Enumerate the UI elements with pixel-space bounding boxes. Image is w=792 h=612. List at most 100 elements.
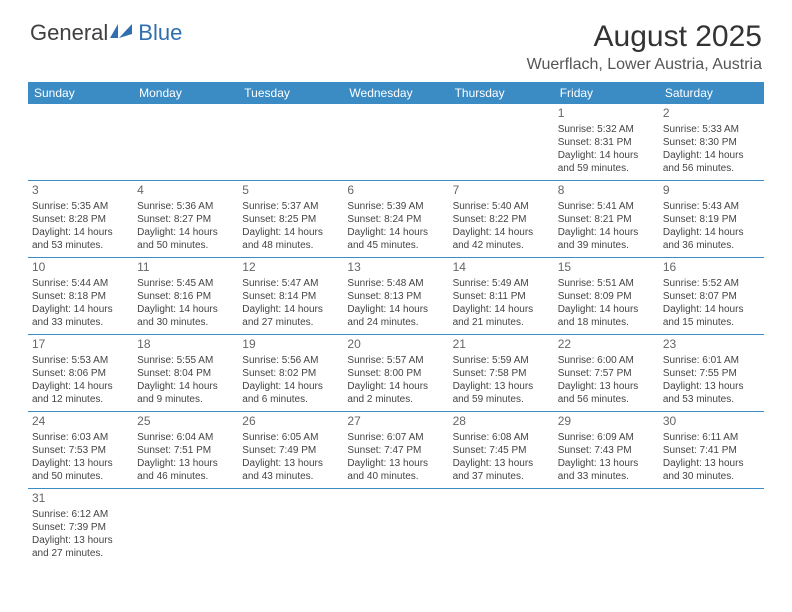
sunset-line: Sunset: 7:41 PM	[663, 444, 760, 457]
brand-logo: General Blue	[30, 20, 182, 46]
day-cell: 15Sunrise: 5:51 AMSunset: 8:09 PMDayligh…	[554, 258, 659, 334]
daylight-line: Daylight: 13 hours and 43 minutes.	[242, 457, 339, 483]
daylight-line: Daylight: 14 hours and 15 minutes.	[663, 303, 760, 329]
sunrise-line: Sunrise: 5:37 AM	[242, 200, 339, 213]
sunrise-line: Sunrise: 5:55 AM	[137, 354, 234, 367]
day-number: 26	[242, 414, 339, 430]
sunrise-line: Sunrise: 5:35 AM	[32, 200, 129, 213]
daylight-line: Daylight: 14 hours and 45 minutes.	[347, 226, 444, 252]
dow-cell: Saturday	[659, 82, 764, 104]
sunset-line: Sunset: 8:07 PM	[663, 290, 760, 303]
empty-cell	[343, 489, 448, 565]
day-number: 3	[32, 183, 129, 199]
day-of-week-header: SundayMondayTuesdayWednesdayThursdayFrid…	[28, 82, 764, 104]
sunrise-line: Sunrise: 5:32 AM	[558, 123, 655, 136]
daylight-line: Daylight: 13 hours and 46 minutes.	[137, 457, 234, 483]
day-number: 12	[242, 260, 339, 276]
sunrise-line: Sunrise: 6:00 AM	[558, 354, 655, 367]
daylight-line: Daylight: 13 hours and 59 minutes.	[453, 380, 550, 406]
day-cell: 9Sunrise: 5:43 AMSunset: 8:19 PMDaylight…	[659, 181, 764, 257]
sunset-line: Sunset: 7:51 PM	[137, 444, 234, 457]
daylight-line: Daylight: 14 hours and 24 minutes.	[347, 303, 444, 329]
day-cell: 16Sunrise: 5:52 AMSunset: 8:07 PMDayligh…	[659, 258, 764, 334]
day-cell: 8Sunrise: 5:41 AMSunset: 8:21 PMDaylight…	[554, 181, 659, 257]
day-number: 24	[32, 414, 129, 430]
sunset-line: Sunset: 7:58 PM	[453, 367, 550, 380]
day-cell: 11Sunrise: 5:45 AMSunset: 8:16 PMDayligh…	[133, 258, 238, 334]
sunrise-line: Sunrise: 5:41 AM	[558, 200, 655, 213]
empty-cell	[133, 104, 238, 180]
day-number: 27	[347, 414, 444, 430]
sunrise-line: Sunrise: 6:01 AM	[663, 354, 760, 367]
dow-cell: Tuesday	[238, 82, 343, 104]
day-cell: 3Sunrise: 5:35 AMSunset: 8:28 PMDaylight…	[28, 181, 133, 257]
week-row: 17Sunrise: 5:53 AMSunset: 8:06 PMDayligh…	[28, 335, 764, 412]
daylight-line: Daylight: 13 hours and 30 minutes.	[663, 457, 760, 483]
daylight-line: Daylight: 14 hours and 36 minutes.	[663, 226, 760, 252]
day-cell: 21Sunrise: 5:59 AMSunset: 7:58 PMDayligh…	[449, 335, 554, 411]
sunrise-line: Sunrise: 6:03 AM	[32, 431, 129, 444]
sunset-line: Sunset: 8:00 PM	[347, 367, 444, 380]
day-number: 30	[663, 414, 760, 430]
sunrise-line: Sunrise: 5:52 AM	[663, 277, 760, 290]
sunrise-line: Sunrise: 5:51 AM	[558, 277, 655, 290]
sunset-line: Sunset: 8:21 PM	[558, 213, 655, 226]
day-number: 19	[242, 337, 339, 353]
week-row: 3Sunrise: 5:35 AMSunset: 8:28 PMDaylight…	[28, 181, 764, 258]
sunset-line: Sunset: 8:06 PM	[32, 367, 129, 380]
sunset-line: Sunset: 8:02 PM	[242, 367, 339, 380]
sunrise-line: Sunrise: 6:07 AM	[347, 431, 444, 444]
empty-cell	[449, 104, 554, 180]
dow-cell: Monday	[133, 82, 238, 104]
sunset-line: Sunset: 7:47 PM	[347, 444, 444, 457]
day-cell: 25Sunrise: 6:04 AMSunset: 7:51 PMDayligh…	[133, 412, 238, 488]
day-number: 15	[558, 260, 655, 276]
sunrise-line: Sunrise: 5:53 AM	[32, 354, 129, 367]
page-subtitle: Wuerflach, Lower Austria, Austria	[527, 56, 762, 74]
daylight-line: Daylight: 13 hours and 33 minutes.	[558, 457, 655, 483]
day-number: 4	[137, 183, 234, 199]
sunrise-line: Sunrise: 5:44 AM	[32, 277, 129, 290]
sunrise-line: Sunrise: 5:47 AM	[242, 277, 339, 290]
day-number: 22	[558, 337, 655, 353]
day-number: 21	[453, 337, 550, 353]
day-cell: 29Sunrise: 6:09 AMSunset: 7:43 PMDayligh…	[554, 412, 659, 488]
sunrise-line: Sunrise: 5:45 AM	[137, 277, 234, 290]
empty-cell	[133, 489, 238, 565]
day-cell: 18Sunrise: 5:55 AMSunset: 8:04 PMDayligh…	[133, 335, 238, 411]
day-cell: 24Sunrise: 6:03 AMSunset: 7:53 PMDayligh…	[28, 412, 133, 488]
sunset-line: Sunset: 8:16 PM	[137, 290, 234, 303]
day-number: 2	[663, 106, 760, 122]
day-cell: 23Sunrise: 6:01 AMSunset: 7:55 PMDayligh…	[659, 335, 764, 411]
day-cell: 30Sunrise: 6:11 AMSunset: 7:41 PMDayligh…	[659, 412, 764, 488]
brand-prefix: General	[30, 20, 108, 46]
empty-cell	[238, 489, 343, 565]
empty-cell	[343, 104, 448, 180]
calendar: SundayMondayTuesdayWednesdayThursdayFrid…	[0, 82, 792, 565]
daylight-line: Daylight: 14 hours and 30 minutes.	[137, 303, 234, 329]
weeks-container: 1Sunrise: 5:32 AMSunset: 8:31 PMDaylight…	[28, 104, 764, 565]
sunset-line: Sunset: 7:53 PM	[32, 444, 129, 457]
daylight-line: Daylight: 14 hours and 12 minutes.	[32, 380, 129, 406]
title-block: August 2025 Wuerflach, Lower Austria, Au…	[527, 20, 762, 74]
day-cell: 20Sunrise: 5:57 AMSunset: 8:00 PMDayligh…	[343, 335, 448, 411]
day-number: 13	[347, 260, 444, 276]
day-number: 23	[663, 337, 760, 353]
sunset-line: Sunset: 7:57 PM	[558, 367, 655, 380]
day-cell: 2Sunrise: 5:33 AMSunset: 8:30 PMDaylight…	[659, 104, 764, 180]
sunrise-line: Sunrise: 6:08 AM	[453, 431, 550, 444]
sunset-line: Sunset: 8:11 PM	[453, 290, 550, 303]
sunrise-line: Sunrise: 5:59 AM	[453, 354, 550, 367]
sunset-line: Sunset: 8:30 PM	[663, 136, 760, 149]
day-number: 9	[663, 183, 760, 199]
dow-cell: Sunday	[28, 82, 133, 104]
daylight-line: Daylight: 14 hours and 53 minutes.	[32, 226, 129, 252]
sunrise-line: Sunrise: 6:12 AM	[32, 508, 129, 521]
sunrise-line: Sunrise: 6:11 AM	[663, 431, 760, 444]
empty-cell	[449, 489, 554, 565]
sunrise-line: Sunrise: 5:56 AM	[242, 354, 339, 367]
day-number: 28	[453, 414, 550, 430]
sunset-line: Sunset: 8:27 PM	[137, 213, 234, 226]
sunset-line: Sunset: 8:18 PM	[32, 290, 129, 303]
sunset-line: Sunset: 7:43 PM	[558, 444, 655, 457]
